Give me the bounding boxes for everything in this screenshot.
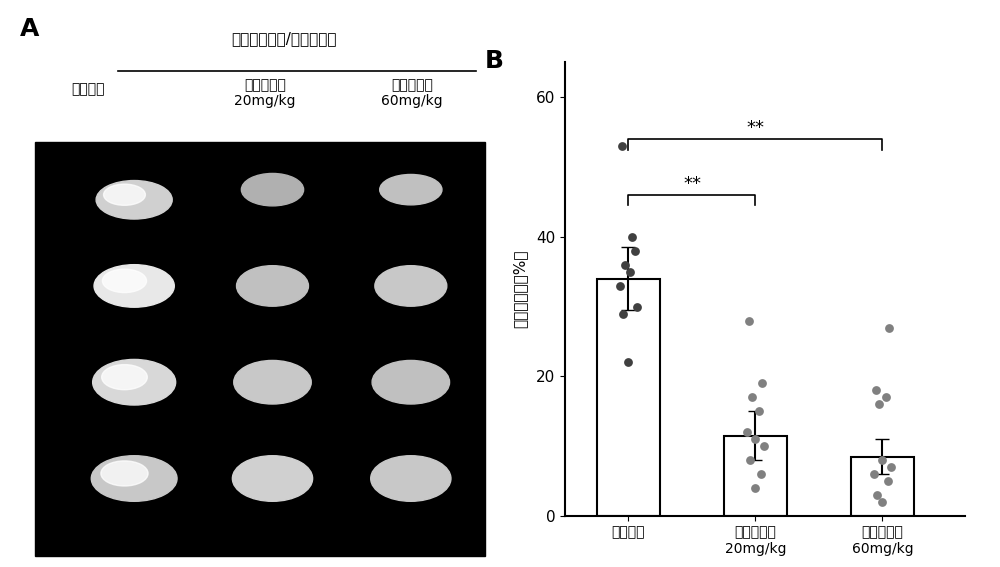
Point [881, 323, 897, 332]
Text: 脑中动脉栓塞/再灸注损伤: 脑中动脉栓塞/再灸注损伤 [232, 31, 337, 46]
Point [866, 469, 882, 479]
Point [744, 393, 760, 402]
Point [756, 442, 772, 451]
Point [883, 463, 899, 472]
Bar [34, 142, 485, 556]
Text: 左氧氟沙星
60mg/kg: 左氧氟沙星 60mg/kg [381, 78, 443, 108]
Text: **: ** [746, 119, 764, 137]
Point [629, 302, 645, 311]
Bar [724, 435, 787, 516]
Point [747, 435, 763, 444]
Point [624, 232, 640, 242]
Point [627, 246, 643, 255]
Point [742, 456, 758, 465]
Text: B: B [485, 49, 504, 73]
Ellipse shape [234, 361, 311, 404]
Text: A: A [20, 17, 39, 41]
Point [622, 267, 638, 276]
Ellipse shape [102, 269, 147, 293]
Point [620, 358, 636, 367]
Point [615, 309, 631, 318]
Ellipse shape [375, 266, 447, 306]
Ellipse shape [232, 456, 313, 501]
Point [614, 142, 630, 151]
Bar [851, 456, 914, 516]
Point [874, 497, 890, 506]
Point [868, 386, 884, 395]
Text: 左氧氟沙星
20mg/kg: 左氧氟沙星 20mg/kg [234, 78, 296, 108]
Point [880, 476, 896, 485]
Ellipse shape [380, 175, 442, 205]
Ellipse shape [94, 265, 174, 307]
Ellipse shape [104, 184, 145, 205]
Point [612, 281, 628, 290]
Ellipse shape [101, 461, 148, 486]
Y-axis label: 脑梗死体积（%）: 脑梗死体积（%） [513, 250, 528, 328]
Ellipse shape [96, 180, 172, 219]
Point [871, 400, 887, 409]
Ellipse shape [102, 365, 147, 390]
Bar [597, 279, 660, 516]
Point [878, 393, 894, 402]
Point [751, 407, 767, 416]
Ellipse shape [372, 361, 450, 404]
Point [747, 484, 763, 493]
Ellipse shape [237, 266, 308, 306]
Point [874, 456, 890, 465]
Ellipse shape [241, 174, 304, 206]
Text: **: ** [683, 175, 701, 193]
Point [753, 469, 769, 479]
Ellipse shape [93, 359, 176, 405]
Text: 溶剂对照: 溶剂对照 [72, 82, 105, 96]
Point [617, 260, 633, 269]
Point [754, 379, 770, 388]
Point [739, 428, 755, 437]
Point [869, 490, 885, 500]
Ellipse shape [371, 456, 451, 501]
Point [741, 316, 757, 325]
Ellipse shape [91, 456, 177, 501]
